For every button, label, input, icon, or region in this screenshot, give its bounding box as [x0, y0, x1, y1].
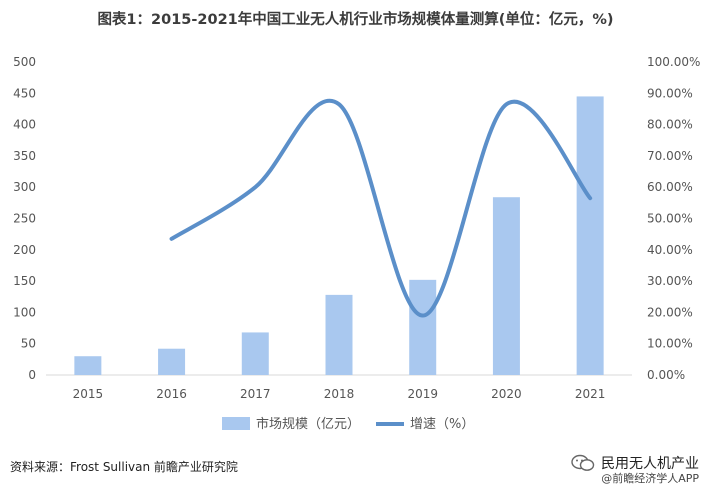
left-tick-label: 250 [13, 212, 36, 226]
source-note: 资料来源：Frost Sullivan 前瞻产业研究院 [10, 460, 238, 474]
right-tick-label: 90.00% [647, 86, 693, 100]
x-tick-label: 2016 [156, 387, 187, 401]
left-tick-label: 50 [21, 337, 36, 351]
right-tick-label: 80.00% [647, 118, 693, 132]
right-tick-label: 0.00% [647, 368, 685, 382]
x-tick-label: 2018 [324, 387, 355, 401]
left-tick-label: 350 [13, 149, 36, 163]
right-tick-label: 10.00% [647, 337, 693, 351]
growth-point [253, 185, 257, 189]
right-tick-label: 30.00% [647, 274, 693, 288]
right-tick-label: 50.00% [647, 212, 693, 226]
brand: 民用无人机产业 [571, 453, 699, 473]
line-series [169, 99, 593, 318]
bar-2016 [158, 348, 186, 375]
growth-point [421, 314, 425, 318]
left-tick-label: 100 [13, 305, 36, 319]
bar-series [74, 96, 604, 376]
bar-2015 [74, 356, 102, 375]
legend: 市场规模（亿元） 增速（%） [222, 416, 474, 432]
growth-point [170, 237, 174, 241]
bar-2018 [325, 294, 353, 375]
x-tick-label: 2020 [491, 387, 522, 401]
left-tick-label: 150 [13, 274, 36, 288]
left-tick-label: 500 [13, 55, 36, 69]
bar-2020 [492, 197, 520, 375]
growth-point [337, 102, 341, 106]
brand-sub: @前瞻经济学人APP [601, 472, 699, 485]
right-tick-label: 70.00% [647, 149, 693, 163]
right-tick-label: 60.00% [647, 180, 693, 194]
left-tick-label: 0 [28, 368, 36, 382]
left-tick-label: 200 [13, 243, 36, 257]
bar-2021 [576, 96, 604, 376]
chart-title: 图表1：2015-2021年中国工业无人机行业市场规模体量测算(单位：亿元，%) [97, 12, 614, 28]
right-axis: 0.00% 10.00% 20.00% 30.00% 40.00% 50.00% 60.00… [647, 55, 700, 382]
x-axis-labels: 2015 2016 2017 2018 2019 2020 2021 [73, 387, 606, 401]
x-tick-label: 2021 [575, 387, 606, 401]
right-tick-label: 40.00% [647, 243, 693, 257]
right-tick-label: 20.00% [647, 305, 693, 319]
legend-swatch-bar [222, 417, 250, 430]
left-axis: 0 50 100 150 200 250 300 350 400 450 500 [13, 55, 36, 382]
growth-line [169, 99, 593, 318]
left-tick-label: 450 [13, 86, 36, 100]
x-tick-label: 2019 [407, 387, 438, 401]
growth-point [504, 102, 508, 106]
wechat-icon [571, 454, 595, 471]
growth-point [588, 196, 592, 200]
brand-name: 民用无人机产业 [601, 456, 699, 472]
legend-label-bar: 市场规模（亿元） [256, 416, 360, 432]
left-tick-label: 400 [13, 118, 36, 132]
right-tick-label: 100.00% [647, 55, 700, 69]
left-tick-label: 300 [13, 180, 36, 194]
bar-2019 [409, 279, 437, 375]
legend-label-line: 增速（%） [410, 417, 474, 432]
x-tick-label: 2015 [73, 387, 104, 401]
x-tick-label: 2017 [240, 387, 271, 401]
bar-2017 [241, 332, 269, 375]
